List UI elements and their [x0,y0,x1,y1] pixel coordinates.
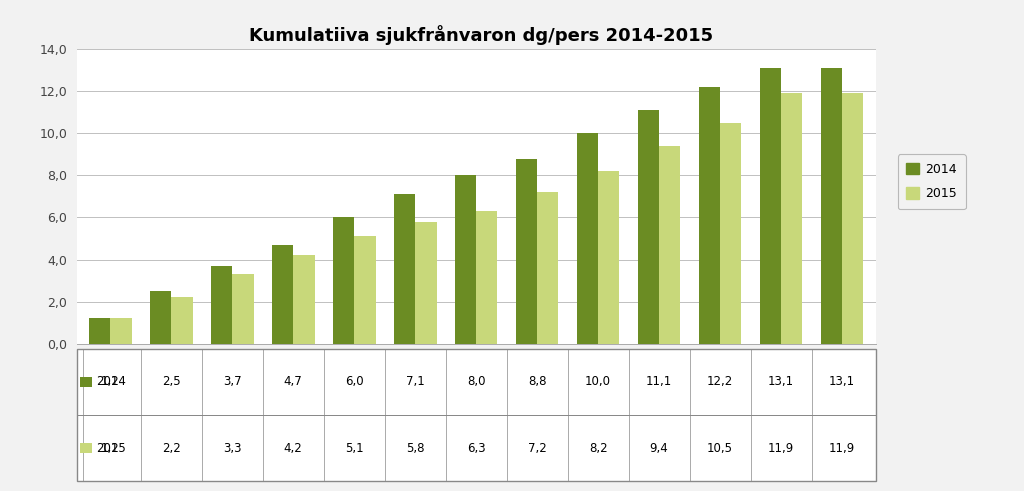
Text: 5,1: 5,1 [345,441,364,455]
Bar [150,291,171,344]
Text: 3,7: 3,7 [223,375,242,388]
Text: 8,0: 8,0 [467,375,485,388]
Text: 8,2: 8,2 [589,441,607,455]
Bar [415,221,436,344]
Text: 13,1: 13,1 [828,375,855,388]
Text: 7,1: 7,1 [406,375,425,388]
Bar [394,194,415,344]
Text: 3,3: 3,3 [223,441,242,455]
Bar [820,68,842,344]
Bar [89,319,111,344]
Bar [232,274,254,344]
Text: Kumulatiiva sjukfrånvaron dg/pers 2014-2015: Kumulatiiva sjukfrånvaron dg/pers 2014-2… [249,25,714,45]
Text: 13,1: 13,1 [768,375,794,388]
Bar [659,146,680,344]
Text: 2015: 2015 [96,441,126,455]
Text: 11,9: 11,9 [768,441,795,455]
Bar [516,159,538,344]
Text: 2014: 2014 [96,375,126,388]
Bar [538,192,558,344]
Text: 1,2: 1,2 [101,375,120,388]
Bar [842,93,863,344]
Text: 8,8: 8,8 [528,375,547,388]
Bar [111,319,132,344]
Text: 2,2: 2,2 [162,441,180,455]
Bar [577,133,598,344]
Text: 6,3: 6,3 [467,441,485,455]
Text: 4,2: 4,2 [284,441,303,455]
Bar [293,255,314,344]
Bar [698,87,720,344]
Text: 9,4: 9,4 [649,441,669,455]
Text: 6,0: 6,0 [345,375,364,388]
Bar [760,68,781,344]
Bar [638,110,659,344]
Text: 10,5: 10,5 [707,441,733,455]
Bar [781,93,803,344]
Text: 2,5: 2,5 [162,375,180,388]
Bar [272,245,293,344]
Bar [598,171,620,344]
Bar [333,218,354,344]
Text: 7,2: 7,2 [527,441,547,455]
Text: 10,0: 10,0 [585,375,611,388]
Text: 11,1: 11,1 [646,375,672,388]
Text: 1,2: 1,2 [101,441,120,455]
Text: 4,7: 4,7 [284,375,303,388]
Bar [354,236,376,344]
Text: 11,9: 11,9 [828,441,855,455]
Bar [211,266,232,344]
Text: 12,2: 12,2 [707,375,733,388]
Bar [720,123,741,344]
Bar [476,211,498,344]
Text: 5,8: 5,8 [406,441,424,455]
Bar [171,298,193,344]
Bar [455,175,476,344]
Legend: 2014, 2015: 2014, 2015 [898,154,966,209]
